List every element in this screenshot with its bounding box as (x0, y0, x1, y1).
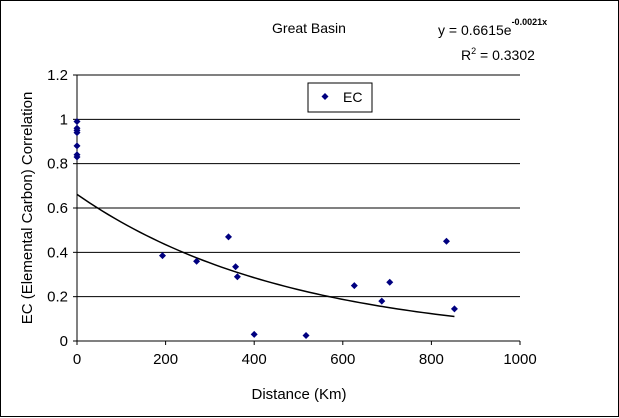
legend-box (307, 82, 373, 113)
y-tick-label: 0.2 (47, 289, 68, 306)
x-tick-label: 200 (153, 351, 178, 368)
y-axis-title: EC (Elemental Carbon) Correlation (19, 92, 36, 325)
chart-title: Great Basin (272, 20, 346, 36)
y-tick-label: 0.6 (47, 200, 68, 217)
trend-equation-exponent: -0.0021x (512, 17, 548, 27)
y-tick-label: 1 (60, 111, 68, 128)
x-tick-labels: 0 200 400 600 800 1000 (73, 341, 537, 368)
data-point (302, 331, 310, 339)
trend-equation-base: y = 0.6615e (438, 22, 512, 38)
legend: EC (307, 82, 373, 113)
r-squared-value: = 0.3302 (476, 47, 535, 63)
data-point (378, 297, 386, 305)
data-points (73, 118, 458, 339)
r-squared-letter: R (461, 47, 471, 63)
y-tick-label: 0.4 (47, 244, 68, 261)
data-point (442, 237, 450, 245)
data-point (73, 153, 81, 161)
gridlines (73, 74, 520, 342)
x-tick-label: 0 (73, 351, 81, 368)
data-point (233, 273, 241, 281)
data-point (250, 330, 258, 338)
data-point (193, 257, 201, 265)
x-tick-label: 800 (419, 351, 444, 368)
legend-marker-diamond (321, 93, 329, 100)
data-point (73, 118, 81, 126)
data-point (450, 305, 458, 313)
x-tick-label: 400 (242, 351, 267, 368)
trend-r-squared: R2 = 0.3302 (461, 46, 535, 63)
data-point (350, 282, 358, 290)
data-point (232, 263, 240, 271)
trend-equation: y = 0.6615e-0.0021x (438, 17, 547, 38)
x-tick-label: 1000 (503, 351, 536, 368)
y-tick-label: 0.8 (47, 156, 68, 173)
trendline (76, 193, 455, 318)
data-point (158, 252, 166, 260)
r-squared-sup: 2 (471, 46, 476, 56)
legend-label-ec: EC (343, 89, 362, 105)
data-point (73, 129, 81, 137)
y-tick-labels: 0 0.2 0.4 0.6 0.8 1 1.2 (47, 67, 68, 350)
x-axis-title: Distance (Km) (251, 386, 346, 403)
data-point (386, 278, 394, 286)
y-tick-label: 0 (60, 333, 68, 350)
x-tick-label: 600 (330, 351, 355, 368)
data-point (73, 142, 81, 150)
data-point (225, 233, 233, 241)
y-tick-label: 1.2 (47, 67, 68, 84)
